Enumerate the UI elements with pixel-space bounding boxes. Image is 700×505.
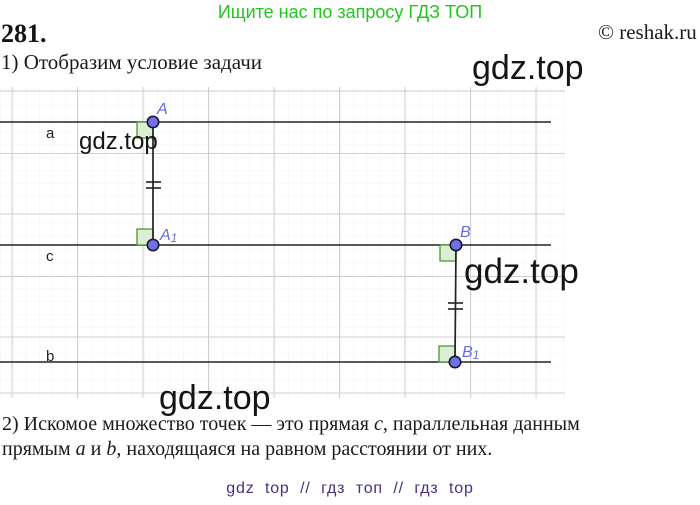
svg-text:b: b	[46, 348, 54, 365]
svg-text:B: B	[460, 224, 471, 241]
svg-text:c: c	[46, 248, 54, 265]
svg-text:a: a	[46, 125, 55, 142]
svg-text:A: A	[156, 101, 168, 118]
